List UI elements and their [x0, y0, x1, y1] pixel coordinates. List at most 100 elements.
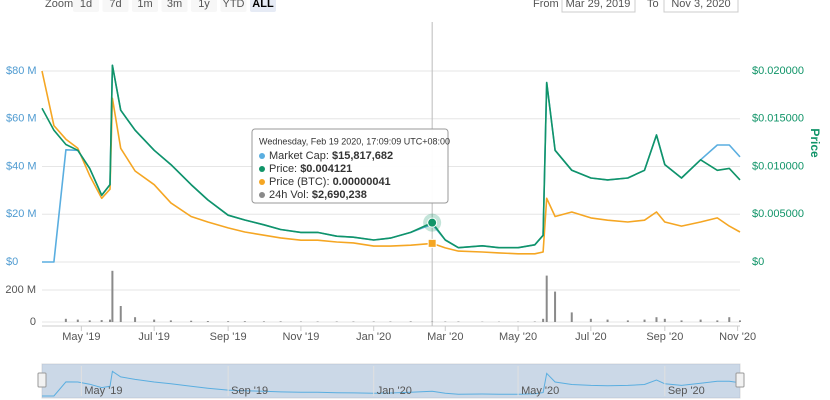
hover-marker — [427, 217, 438, 228]
x-tick-label: Jul '19 — [138, 331, 169, 343]
volume-bar — [663, 318, 666, 322]
volume-bar — [643, 319, 646, 322]
from-label: From — [533, 0, 559, 10]
volume-bar — [655, 317, 658, 322]
navigator-handle[interactable] — [37, 372, 47, 388]
volume-bar — [64, 318, 67, 322]
zoom-button-label[interactable]: 1d — [80, 0, 92, 10]
volume-bar — [699, 319, 702, 322]
volume-bar — [243, 321, 246, 322]
volume-bar — [88, 320, 91, 322]
y-tick-label: $0 — [6, 256, 18, 268]
navigator-tick-label: May '19 — [84, 385, 122, 397]
to-input[interactable] — [663, 0, 739, 13]
tooltip-label: 24h Vol: — [269, 189, 309, 201]
zoom-button[interactable] — [132, 0, 158, 12]
volume-bar — [100, 320, 103, 322]
y2-tick-label: $0.015000 — [752, 113, 804, 125]
tooltip-value: $0.004121 — [300, 163, 352, 175]
volume-bar — [409, 321, 412, 322]
x-tick-label: Sep '19 — [210, 331, 247, 343]
y-tick-label: $20 M — [6, 208, 37, 220]
volume-bar — [716, 320, 719, 322]
series-line — [41, 64, 741, 249]
tooltip-label: Price: — [269, 163, 297, 175]
zoom-button-label[interactable]: 7d — [109, 0, 121, 10]
volume-bar — [626, 320, 629, 322]
y-tick-label: $80 M — [6, 65, 37, 77]
from-input[interactable] — [561, 0, 636, 13]
navigator-handle[interactable] — [735, 372, 745, 388]
tooltip-value: 0.00000041 — [333, 176, 391, 188]
x-tick-label: May '19 — [62, 331, 100, 343]
volume-bar — [728, 317, 731, 322]
tooltip — [251, 128, 449, 204]
volume-bar — [554, 291, 557, 322]
y2-tick-label: $0.005000 — [752, 208, 804, 220]
zoom-button-label[interactable]: 1m — [137, 0, 152, 10]
navigator-selection[interactable] — [42, 364, 740, 398]
volume-bar — [279, 321, 282, 322]
x-tick-label: Sep '20 — [646, 331, 683, 343]
navigator-tick-label: Sep '19 — [231, 385, 268, 397]
x-tick-label: Nov '20 — [719, 331, 756, 343]
hover-marker — [427, 238, 437, 248]
tooltip-bullet — [259, 179, 265, 185]
x-tick-label: Jan '20 — [356, 331, 391, 343]
volume-bar — [190, 320, 193, 322]
zoom-button[interactable] — [220, 0, 247, 12]
tooltip-row: Market Cap: $15,817,682 — [269, 150, 393, 162]
zoom-button[interactable] — [250, 0, 276, 12]
zoom-button-label[interactable]: 1y — [198, 0, 210, 10]
y-tick-label: $60 M — [6, 113, 37, 125]
y2-tick-label: $0.020000 — [752, 65, 804, 77]
zoom-button[interactable] — [191, 0, 217, 12]
volume-bar — [109, 319, 112, 322]
x-tick-label: Mar '20 — [427, 331, 463, 343]
volume-bar — [545, 275, 548, 322]
volume-bar — [589, 318, 592, 322]
zoom-button[interactable] — [161, 0, 188, 12]
volume-bar — [134, 317, 137, 322]
tooltip-row: 24h Vol: $2,690,238 — [269, 189, 367, 201]
volume-bar — [680, 320, 683, 322]
volume-bar — [262, 321, 265, 322]
to-label: To — [647, 0, 659, 10]
volume-bar — [119, 306, 122, 322]
volume-bar — [169, 320, 172, 322]
tooltip-label: Market Cap: — [269, 150, 329, 162]
zoom-button[interactable] — [102, 0, 129, 12]
volume-bar — [227, 321, 230, 322]
volume-bar — [606, 319, 609, 322]
navigator-bg — [41, 363, 741, 399]
tooltip-header: Wednesday, Feb 19 2020, 17:09:09 UTC+08:… — [259, 136, 450, 146]
zoom-button-label[interactable]: 3m — [167, 0, 182, 10]
navigator-tick-label: May '20 — [521, 385, 559, 397]
volume-bar — [206, 321, 209, 322]
y2-title: Price — [808, 128, 822, 158]
tooltip-row: Price: $0.004121 — [269, 163, 352, 175]
volume-bar — [739, 320, 741, 322]
navigator-tick-label: Sep '20 — [668, 385, 705, 397]
zoom-button-label[interactable]: ALL — [252, 0, 274, 10]
volume-bar — [111, 270, 114, 322]
tooltip-value: $15,817,682 — [332, 150, 393, 162]
tooltip-bullet — [259, 166, 265, 172]
tooltip-row: Price (BTC): 0.00000041 — [269, 176, 391, 188]
navigator-line — [42, 370, 741, 397]
volume-bar — [153, 319, 156, 322]
to-date[interactable]: Nov 3, 2020 — [671, 0, 730, 10]
zoom-button[interactable] — [73, 0, 99, 12]
tooltip-label: Price (BTC): — [269, 176, 330, 188]
x-tick-label: Jul '20 — [575, 331, 606, 343]
volume-bar — [542, 318, 545, 322]
y-tick-label: $40 M — [6, 160, 37, 172]
tooltip-value: $2,690,238 — [312, 189, 367, 201]
from-date[interactable]: Mar 29, 2019 — [566, 0, 631, 10]
navigator-tick-label: Jan '20 — [377, 385, 412, 397]
series-line — [41, 70, 741, 255]
tooltip-bullet — [259, 192, 265, 198]
zoom-button-label[interactable]: YTD — [223, 0, 245, 10]
